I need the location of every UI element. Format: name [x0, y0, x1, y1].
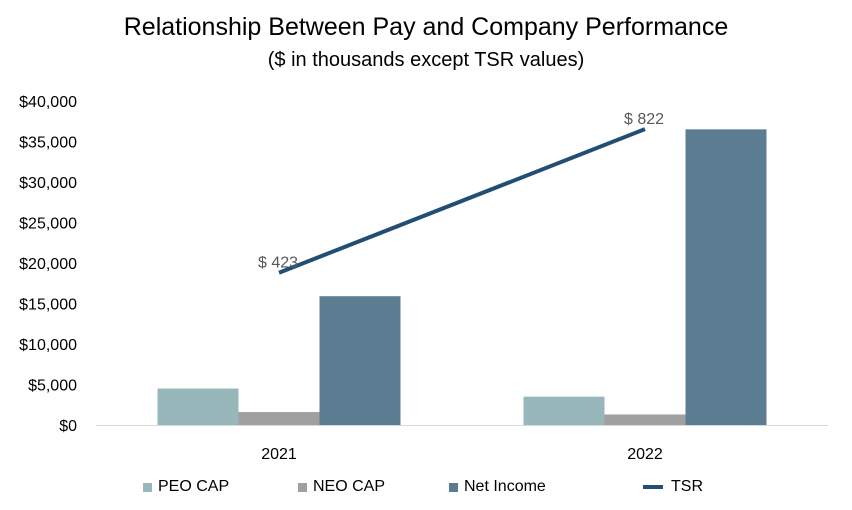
bar-neo-cap-2022	[604, 414, 686, 425]
chart-subtitle: ($ in thousands except TSR values)	[267, 49, 585, 71]
y-tick-label: $5,000	[28, 378, 77, 395]
bar-peo-cap-2022	[523, 396, 605, 425]
bar-peo-cap-2021	[157, 388, 239, 425]
bar-neo-cap-2021	[238, 412, 320, 425]
legend: PEO CAP NEO CAP Net Income TSR	[0, 478, 852, 498]
y-tick-label: $25,000	[19, 216, 77, 233]
legend-label-neo-cap: NEO CAP	[313, 478, 386, 495]
bar-net-income-2022	[685, 129, 767, 425]
chart-title: Relationship Between Pay and Company Per…	[123, 13, 729, 41]
x-tick-label: 2022	[627, 446, 663, 463]
legend-swatch-neo-cap	[298, 482, 307, 492]
legend-label-tsr: TSR	[671, 478, 703, 495]
y-tick-label: $0	[59, 418, 77, 435]
legend-item-tsr: TSR	[643, 478, 703, 496]
tsr-line	[278, 127, 646, 275]
y-tick-label: $15,000	[19, 297, 77, 314]
legend-swatch-tsr	[643, 485, 663, 489]
legend-item-net-income: Net Income	[449, 478, 546, 496]
y-tick-label: $40,000	[19, 94, 77, 111]
y-tick-label: $35,000	[19, 135, 77, 152]
legend-item-neo-cap: NEO CAP	[298, 478, 385, 496]
legend-label-peo-cap: PEO CAP	[158, 478, 230, 495]
y-tick-label: $30,000	[19, 175, 77, 192]
y-tick-label: $20,000	[19, 256, 77, 273]
tsr-data-label: $ 423	[258, 255, 298, 272]
legend-item-peo-cap: PEO CAP	[143, 478, 229, 496]
legend-swatch-net-income	[449, 482, 458, 492]
bar-net-income-2021	[319, 296, 401, 425]
chart-area: $0 $5,000 $10,000 $15,000 $20,000 $25,000 $30,…	[19, 94, 828, 463]
tsr-data-label: $ 822	[624, 111, 664, 128]
y-tick-label: $10,000	[19, 337, 77, 354]
legend-label-net-income: Net Income	[464, 478, 546, 495]
legend-swatch-peo-cap	[143, 482, 152, 492]
x-tick-label: 2021	[261, 446, 297, 463]
